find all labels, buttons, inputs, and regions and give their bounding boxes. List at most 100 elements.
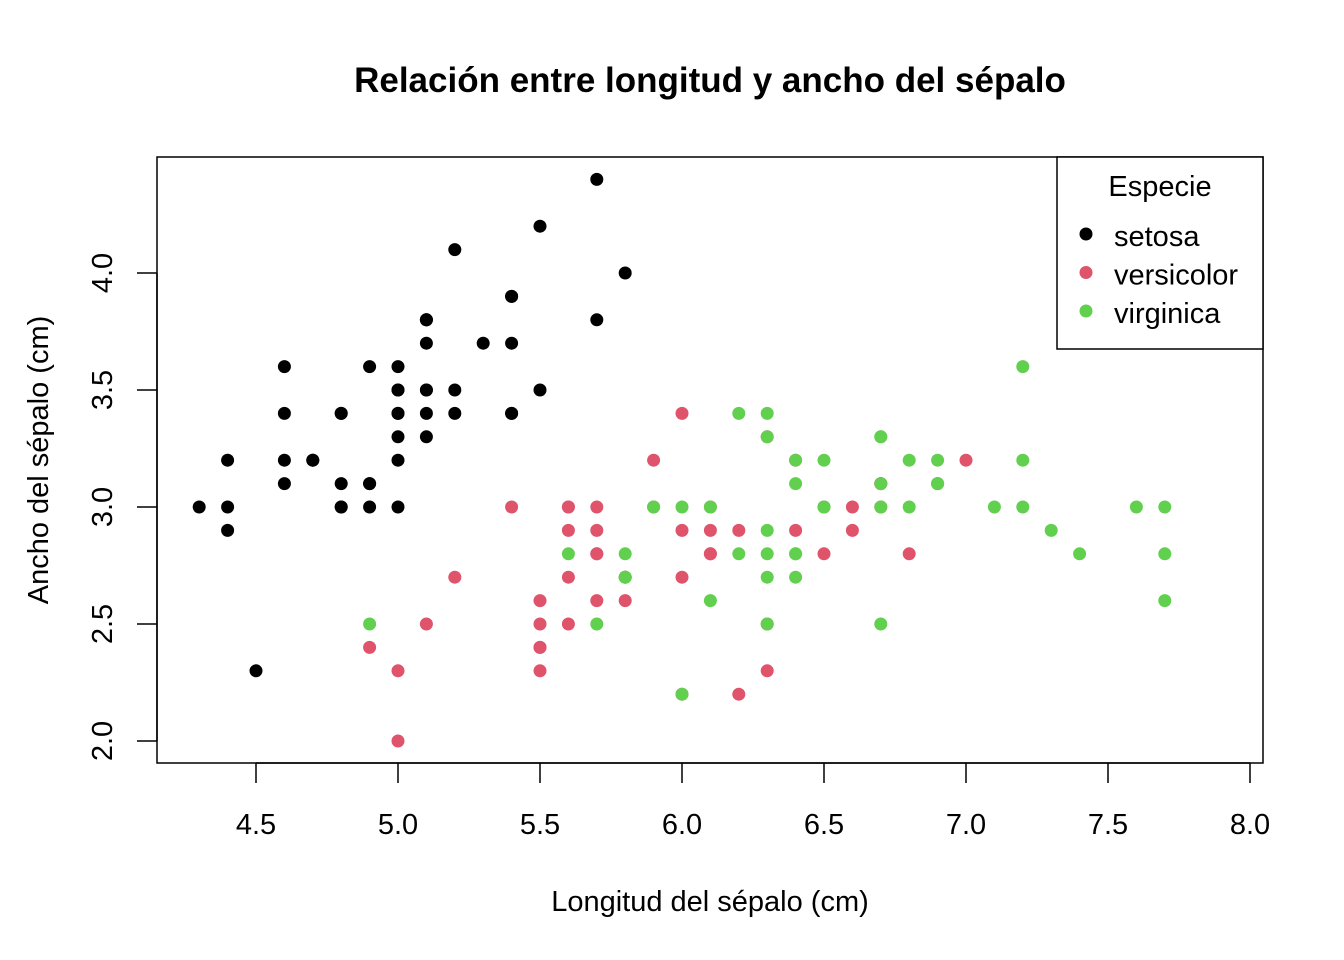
point-versicolor <box>703 523 717 537</box>
point-setosa <box>277 453 291 467</box>
point-versicolor <box>561 523 575 537</box>
legend-label-virginica: virginica <box>1114 298 1221 330</box>
point-versicolor <box>703 547 717 561</box>
x-tick-label: 4.5 <box>236 809 276 841</box>
point-virginica <box>732 406 746 420</box>
point-setosa <box>277 477 291 491</box>
point-versicolor <box>448 570 462 584</box>
point-virginica <box>703 500 717 514</box>
point-versicolor <box>391 734 405 748</box>
point-virginica <box>1158 594 1172 608</box>
point-versicolor <box>760 664 774 678</box>
point-versicolor <box>533 594 547 608</box>
point-versicolor <box>590 523 604 537</box>
x-tick-label: 8.0 <box>1230 809 1270 841</box>
point-setosa <box>448 383 462 397</box>
point-versicolor <box>817 547 831 561</box>
point-virginica <box>1016 360 1030 374</box>
point-versicolor <box>590 547 604 561</box>
point-virginica <box>1073 547 1087 561</box>
point-versicolor <box>675 570 689 584</box>
point-virginica <box>732 547 746 561</box>
point-virginica <box>590 617 604 631</box>
legend-marker-virginica <box>1079 304 1093 318</box>
x-tick-label: 6.5 <box>804 809 844 841</box>
point-setosa <box>391 453 405 467</box>
point-setosa <box>505 289 519 303</box>
point-versicolor <box>959 453 973 467</box>
series-virginica <box>363 360 1172 701</box>
y-tick-label: 3.5 <box>87 370 119 410</box>
point-setosa <box>192 500 206 514</box>
point-virginica <box>789 477 803 491</box>
legend-marker-setosa <box>1079 227 1093 241</box>
point-setosa <box>363 360 377 374</box>
point-setosa <box>363 477 377 491</box>
x-tick-label: 7.5 <box>1088 809 1128 841</box>
point-virginica <box>931 453 945 467</box>
x-tick-label: 7.0 <box>946 809 986 841</box>
point-versicolor <box>590 500 604 514</box>
point-setosa <box>419 336 433 350</box>
point-versicolor <box>505 500 519 514</box>
point-virginica <box>817 453 831 467</box>
point-setosa <box>590 172 604 186</box>
point-versicolor <box>618 594 632 608</box>
point-virginica <box>760 547 774 561</box>
point-setosa <box>448 406 462 420</box>
point-versicolor <box>675 523 689 537</box>
point-virginica <box>902 500 916 514</box>
point-setosa <box>391 360 405 374</box>
point-versicolor <box>732 687 746 701</box>
series-versicolor <box>363 406 973 748</box>
y-tick-label: 4.0 <box>87 253 119 293</box>
x-tick-label: 6.0 <box>662 809 702 841</box>
point-virginica <box>931 477 945 491</box>
point-setosa <box>334 406 348 420</box>
point-setosa <box>221 453 235 467</box>
point-virginica <box>789 570 803 584</box>
point-virginica <box>618 570 632 584</box>
point-virginica <box>760 617 774 631</box>
point-virginica <box>363 617 377 631</box>
data-points <box>192 172 1172 748</box>
legend-label-setosa: setosa <box>1114 221 1200 253</box>
point-virginica <box>760 430 774 444</box>
point-versicolor <box>533 617 547 631</box>
point-versicolor <box>561 500 575 514</box>
point-versicolor <box>590 594 604 608</box>
point-virginica <box>874 477 888 491</box>
point-virginica <box>618 547 632 561</box>
point-versicolor <box>845 500 859 514</box>
point-setosa <box>533 219 547 233</box>
point-virginica <box>987 500 1001 514</box>
point-virginica <box>760 570 774 584</box>
chart-title: Relación entre longitud y ancho del sépa… <box>354 61 1066 100</box>
point-virginica <box>902 453 916 467</box>
y-axis: 2.0 2.5 3.0 3.5 4.0 <box>87 253 158 761</box>
point-virginica <box>1158 547 1172 561</box>
point-setosa <box>618 266 632 280</box>
point-virginica <box>647 500 661 514</box>
x-axis-label: Longitud del sépalo (cm) <box>551 886 869 918</box>
y-axis-label: Ancho del sépalo (cm) <box>23 316 55 605</box>
point-virginica <box>874 617 888 631</box>
point-virginica <box>1016 453 1030 467</box>
point-setosa <box>221 500 235 514</box>
point-versicolor <box>902 547 916 561</box>
point-versicolor <box>419 617 433 631</box>
point-setosa <box>419 383 433 397</box>
x-tick-label: 5.0 <box>378 809 418 841</box>
point-versicolor <box>391 664 405 678</box>
point-setosa <box>306 453 320 467</box>
point-virginica <box>675 687 689 701</box>
point-setosa <box>391 500 405 514</box>
legend: Especie setosa versicolor virginica <box>1056 156 1264 350</box>
series-setosa <box>192 172 632 678</box>
point-setosa <box>249 664 263 678</box>
point-setosa <box>419 430 433 444</box>
point-setosa <box>419 313 433 327</box>
point-versicolor <box>561 570 575 584</box>
point-setosa <box>391 430 405 444</box>
point-setosa <box>505 406 519 420</box>
